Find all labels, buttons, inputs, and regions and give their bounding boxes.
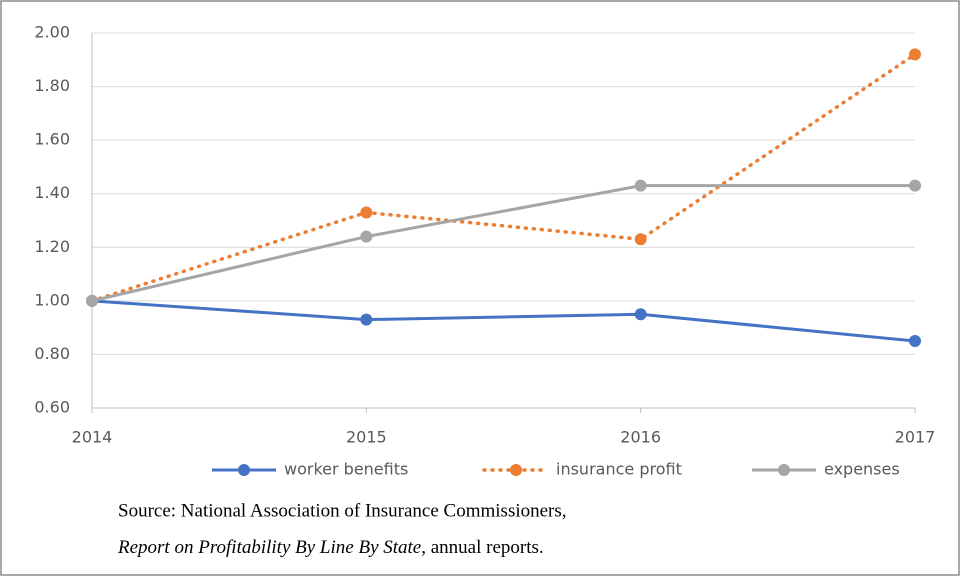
x-tick-label: 2016 (620, 428, 661, 447)
data-point (634, 308, 647, 321)
data-point (360, 313, 373, 326)
data-point (360, 206, 373, 219)
legend-label: insurance profit (556, 460, 682, 479)
series-line (90, 52, 917, 303)
data-point (634, 179, 647, 192)
legend-marker (510, 464, 522, 476)
y-tick-label: 1.00 (34, 290, 70, 309)
legend-marker (778, 464, 790, 476)
x-tick-label: 2015 (346, 428, 387, 447)
series-line (91, 299, 916, 343)
data-point (909, 48, 921, 61)
source-line2: Report on Profitability By Line By State… (117, 537, 544, 558)
legend-label: worker benefits (284, 460, 408, 479)
source-line1: Source: National Association of Insuranc… (118, 500, 567, 521)
y-tick-label: 2.00 (34, 23, 70, 42)
data-point (909, 335, 921, 348)
y-tick-label: 1.40 (34, 183, 70, 202)
data-point (86, 294, 98, 307)
y-tick-label: 0.60 (34, 398, 70, 417)
source-rest: , annual reports. (421, 537, 543, 558)
y-tick-label: 1.60 (34, 130, 70, 149)
data-point (634, 233, 647, 246)
y-tick-label: 1.80 (34, 76, 70, 95)
data-point (360, 230, 373, 243)
legend-marker (238, 464, 250, 476)
x-tick-label: 2014 (72, 428, 113, 447)
data-point (909, 179, 921, 192)
legend-label: expenses (824, 460, 900, 479)
y-tick-label: 0.80 (34, 344, 70, 363)
y-tick-label: 1.20 (34, 237, 70, 256)
series-line (91, 184, 915, 303)
source-title: Report on Profitability By Line By State (117, 537, 421, 558)
x-tick-label: 2017 (895, 428, 936, 447)
